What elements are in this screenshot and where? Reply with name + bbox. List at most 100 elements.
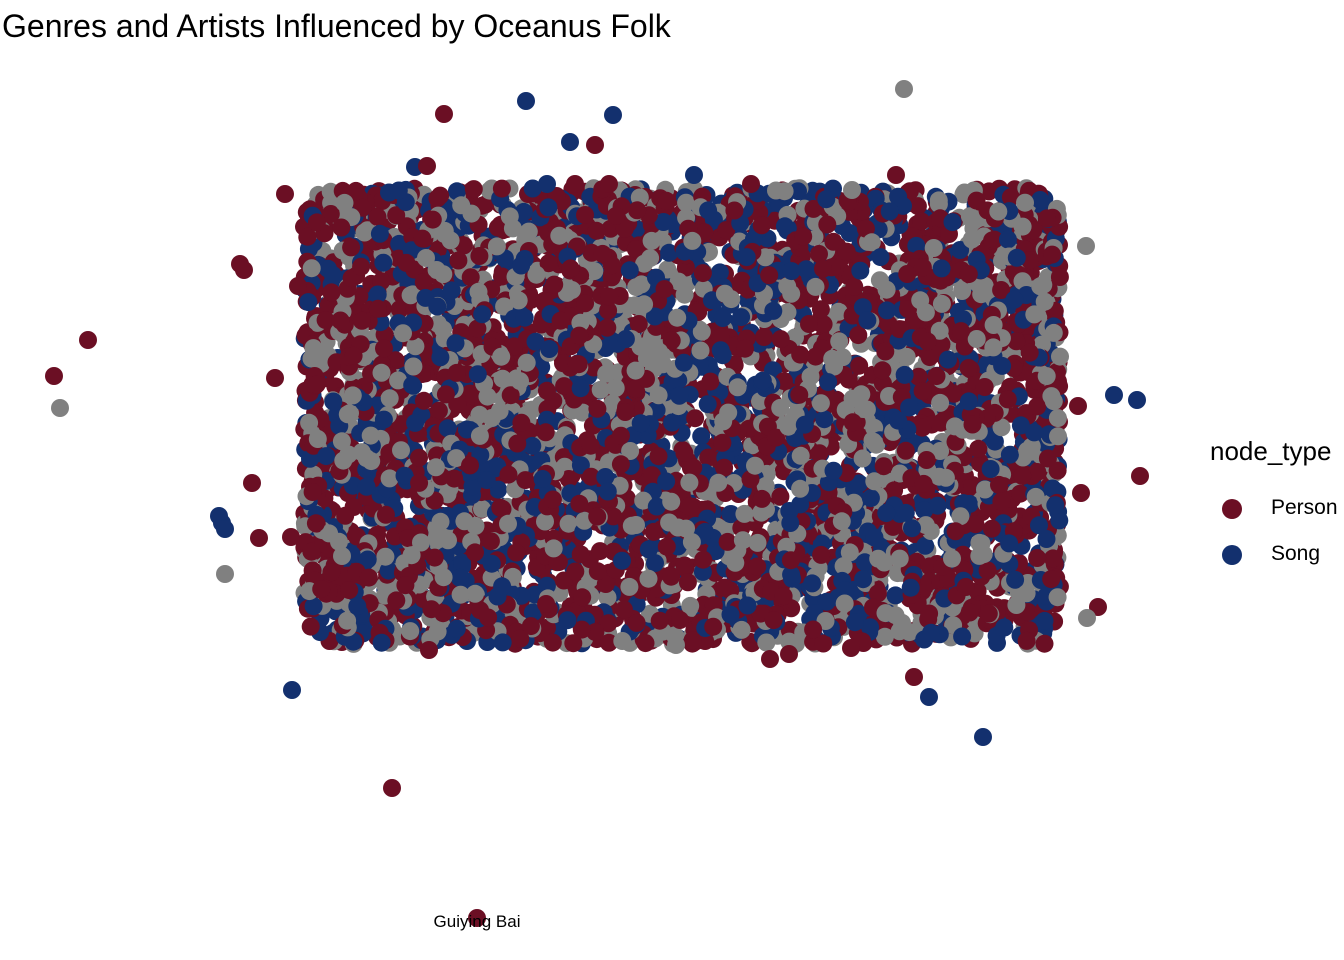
person-point — [814, 634, 833, 653]
song-point — [916, 536, 935, 555]
person-point — [1050, 268, 1069, 286]
person-point — [686, 409, 705, 428]
person-point — [588, 399, 607, 418]
song-point — [526, 332, 545, 351]
other-point — [677, 193, 696, 212]
person-point — [539, 254, 558, 273]
person-point — [671, 611, 689, 629]
person-point — [675, 443, 694, 462]
song-point — [775, 217, 794, 236]
song-point — [368, 285, 387, 304]
person-point — [711, 328, 730, 346]
song-point — [939, 350, 957, 369]
person-point — [449, 251, 468, 270]
song-point — [616, 330, 635, 348]
person-point — [359, 568, 378, 587]
song-point — [998, 230, 1017, 249]
person-point — [771, 487, 790, 506]
person-point — [824, 232, 843, 251]
other-point — [668, 308, 687, 327]
other-point — [890, 622, 909, 641]
song-point — [903, 519, 921, 538]
other-point — [840, 543, 859, 562]
person-point — [644, 522, 663, 541]
other-point — [427, 261, 446, 279]
other-point — [300, 413, 319, 432]
person-point — [908, 197, 927, 216]
song-point — [815, 410, 834, 429]
other-point — [1051, 347, 1069, 366]
person-point — [501, 386, 520, 405]
song-point — [663, 413, 682, 432]
other-point — [1048, 409, 1067, 428]
song-point — [819, 373, 838, 392]
song-point — [645, 307, 664, 326]
person-point — [481, 532, 500, 551]
song-point — [789, 182, 807, 201]
person-point — [511, 629, 530, 648]
person-point — [713, 433, 732, 452]
person-point — [959, 359, 978, 377]
person-point — [1017, 631, 1036, 650]
other-point — [492, 347, 511, 366]
other-point — [404, 357, 423, 376]
other-point — [428, 622, 447, 641]
person-point — [340, 581, 359, 600]
person-point — [979, 604, 998, 623]
other-point — [517, 353, 536, 372]
person-point — [1035, 634, 1054, 653]
other-point — [675, 285, 694, 304]
other-point — [1026, 487, 1045, 506]
other-point — [519, 222, 538, 241]
song-point — [1006, 570, 1025, 589]
person-point — [985, 230, 1004, 249]
person-point — [551, 311, 570, 330]
song-point — [304, 597, 323, 616]
person-point — [321, 205, 340, 223]
song-point — [861, 618, 880, 637]
person-point — [912, 212, 931, 231]
person-point — [429, 401, 448, 420]
other-point — [620, 577, 639, 596]
person-point — [794, 227, 813, 246]
other-point — [634, 491, 653, 510]
other-point — [953, 282, 972, 300]
other-point — [771, 398, 790, 417]
other-point — [1031, 277, 1050, 296]
person-point — [582, 467, 601, 486]
person-point — [946, 522, 965, 541]
person-point — [1048, 461, 1067, 480]
other-point — [338, 611, 357, 630]
other-point — [473, 499, 491, 518]
person-point — [571, 545, 590, 564]
other-point — [752, 503, 771, 522]
other-point — [852, 385, 871, 404]
person-point — [352, 311, 371, 330]
person-point — [588, 507, 607, 526]
song-point — [431, 348, 450, 367]
person-point — [588, 562, 607, 581]
person-point — [468, 319, 487, 338]
person-point — [811, 300, 830, 319]
song-point — [596, 468, 615, 486]
other-point — [911, 291, 930, 310]
song-point — [317, 447, 336, 466]
other-point — [857, 400, 876, 419]
person-point — [814, 315, 833, 334]
song-point — [514, 202, 533, 221]
other-point — [451, 585, 470, 604]
person-point — [814, 259, 832, 278]
person-point — [386, 351, 405, 370]
dense-cluster — [295, 179, 1069, 653]
person-point — [570, 494, 589, 513]
person-point — [298, 227, 317, 246]
song-point — [840, 224, 859, 242]
other-point — [573, 403, 592, 422]
song-point — [732, 308, 751, 327]
song-point — [571, 456, 590, 475]
person-point — [845, 277, 864, 296]
other-point — [304, 339, 323, 358]
person-point — [837, 242, 856, 261]
person-point — [800, 315, 818, 333]
person-point — [566, 562, 585, 581]
